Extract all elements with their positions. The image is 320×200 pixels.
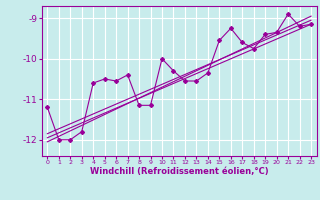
X-axis label: Windchill (Refroidissement éolien,°C): Windchill (Refroidissement éolien,°C) [90, 167, 268, 176]
